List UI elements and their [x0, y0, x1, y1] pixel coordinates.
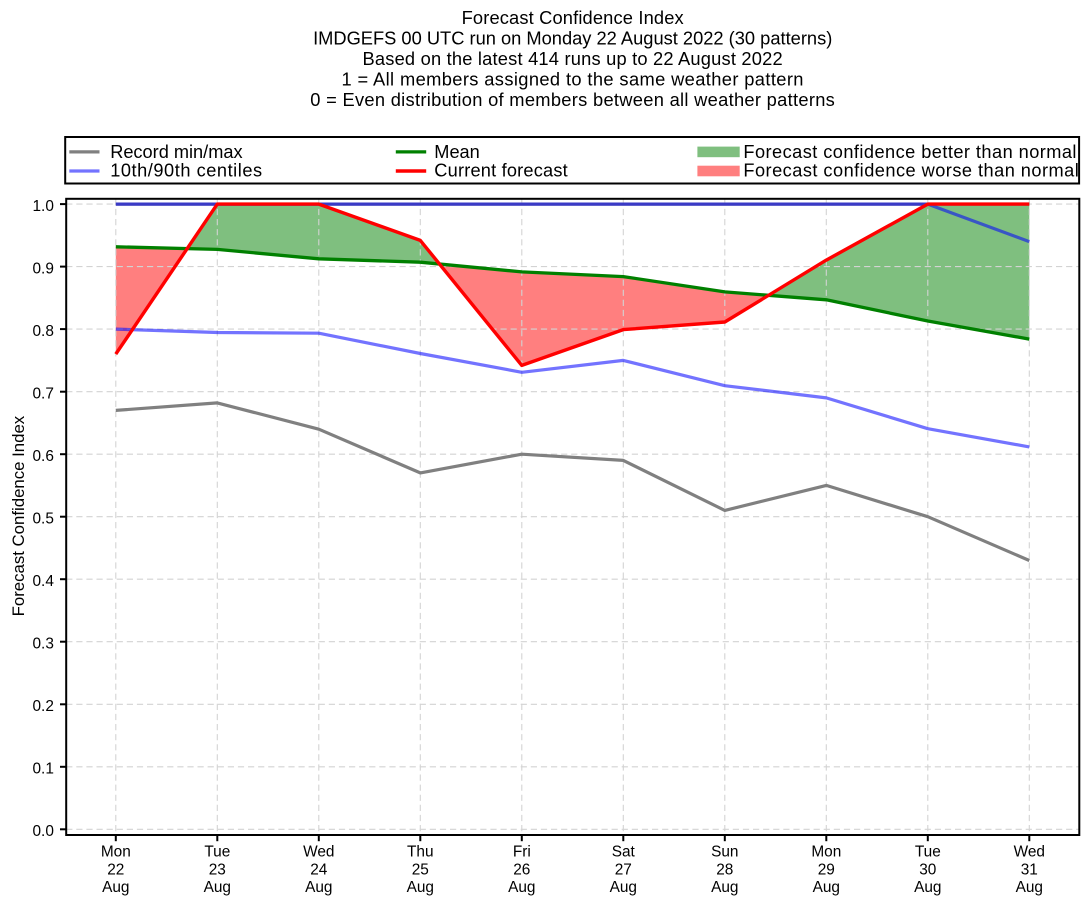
svg-text:Thu: Thu: [407, 844, 434, 861]
svg-text:Aug: Aug: [204, 879, 231, 896]
svg-text:0.1: 0.1: [32, 761, 53, 778]
svg-text:0.9: 0.9: [32, 261, 53, 278]
svg-text:0.8: 0.8: [32, 323, 53, 340]
svg-text:1.0: 1.0: [32, 198, 53, 215]
svg-text:Aug: Aug: [813, 879, 840, 896]
svg-text:Wed: Wed: [1014, 844, 1045, 861]
svg-text:Sat: Sat: [612, 844, 636, 861]
svg-text:0.3: 0.3: [32, 636, 53, 653]
svg-text:Mean: Mean: [434, 142, 480, 162]
svg-text:1 = All members assigned to th: 1 = All members assigned to the same wea…: [342, 69, 804, 90]
svg-text:Aug: Aug: [914, 879, 941, 896]
svg-text:24: 24: [310, 861, 328, 878]
svg-text:0.6: 0.6: [32, 448, 53, 465]
svg-text:25: 25: [412, 861, 429, 878]
svg-text:10th/90th centiles: 10th/90th centiles: [110, 161, 262, 181]
svg-text:Mon: Mon: [101, 844, 131, 861]
svg-text:22: 22: [107, 861, 124, 878]
svg-text:Record min/max: Record min/max: [110, 142, 242, 162]
svg-text:Fri: Fri: [513, 844, 531, 861]
svg-text:0.5: 0.5: [32, 511, 53, 528]
svg-text:Forecast Confidence Index: Forecast Confidence Index: [9, 415, 28, 616]
svg-text:0.2: 0.2: [32, 698, 53, 715]
svg-text:Current forecast: Current forecast: [434, 161, 568, 181]
svg-text:Tue: Tue: [915, 844, 941, 861]
svg-text:Aug: Aug: [407, 879, 434, 896]
svg-text:28: 28: [716, 861, 733, 878]
svg-text:31: 31: [1021, 861, 1038, 878]
svg-text:Wed: Wed: [303, 844, 334, 861]
svg-text:Aug: Aug: [1016, 879, 1043, 896]
svg-text:0.0: 0.0: [32, 823, 53, 840]
svg-text:Aug: Aug: [102, 879, 129, 896]
svg-text:Based on the latest 414 runs u: Based on the latest 414 runs up to 22 Au…: [362, 48, 782, 69]
svg-text:IMDGEFS 00 UTC run on Monday 2: IMDGEFS 00 UTC run on Monday 22 August 2…: [313, 27, 832, 48]
svg-text:Aug: Aug: [508, 879, 535, 896]
svg-text:Forecast confidence better tha: Forecast confidence better than normal: [743, 142, 1077, 162]
svg-text:23: 23: [209, 861, 226, 878]
svg-text:Mon: Mon: [811, 844, 841, 861]
svg-text:Forecast confidence worse than: Forecast confidence worse than normal: [743, 161, 1079, 181]
svg-text:26: 26: [513, 861, 530, 878]
svg-text:Aug: Aug: [305, 879, 332, 896]
svg-text:30: 30: [919, 861, 936, 878]
svg-text:27: 27: [615, 861, 632, 878]
svg-text:Sun: Sun: [711, 844, 738, 861]
svg-text:Aug: Aug: [711, 879, 738, 896]
svg-text:Aug: Aug: [610, 879, 637, 896]
svg-text:29: 29: [818, 861, 835, 878]
svg-text:0.7: 0.7: [32, 386, 53, 403]
svg-text:0 = Even distribution of membe: 0 = Even distribution of members between…: [310, 89, 835, 110]
svg-text:0.4: 0.4: [32, 573, 54, 590]
svg-text:Forecast Confidence Index: Forecast Confidence Index: [462, 7, 684, 28]
svg-text:Tue: Tue: [204, 844, 230, 861]
